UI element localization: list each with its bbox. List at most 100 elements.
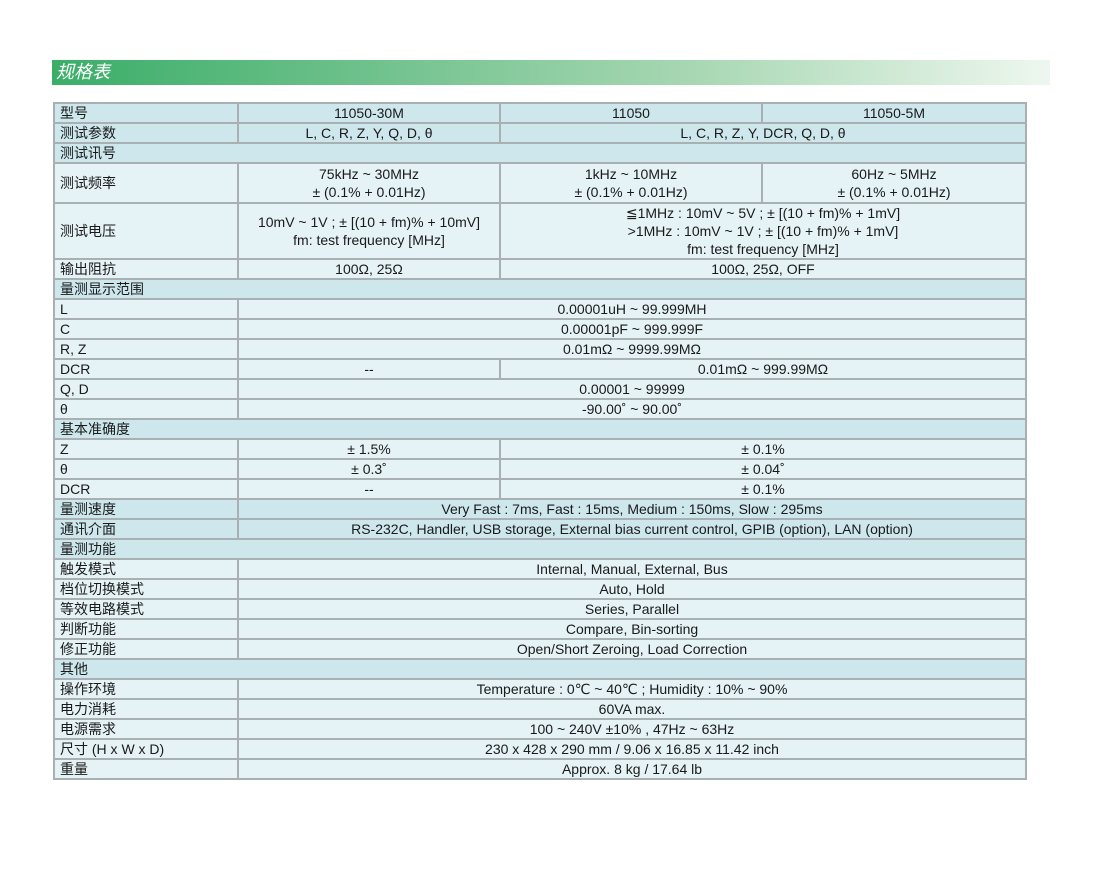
value-cell: ± 0.3˚: [237, 458, 501, 480]
row-label: 档位切换模式: [53, 578, 239, 600]
table-row: 尺寸 (H x W x D) 230 x 428 x 290 mm / 9.06 …: [53, 738, 1027, 760]
spec-table: 型号 11050-30M 11050 11050-5M 测试参数 L, C, R, Z, …: [53, 102, 1027, 780]
table-row: θ -90.00˚ ~ 90.00˚: [53, 398, 1027, 420]
row-label: 操作环境: [53, 678, 239, 700]
value-cell: 0.00001pF ~ 999.999F: [237, 318, 1027, 340]
table-row: 电源需求 100 ~ 240V ±10% , 47Hz ~ 63Hz: [53, 718, 1027, 740]
table-row: 档位切换模式 Auto, Hold: [53, 578, 1027, 600]
value-cell: 60VA max.: [237, 698, 1027, 720]
table-row: θ ± 0.3˚ ± 0.04˚: [53, 458, 1027, 480]
table-row: Z ± 1.5% ± 0.1%: [53, 438, 1027, 460]
row-label: 型号: [53, 102, 239, 124]
table-row: 电力消耗 60VA max.: [53, 698, 1027, 720]
category-row: 量测功能: [53, 538, 1027, 560]
table-row: 输出阻抗 100Ω, 25Ω 100Ω, 25Ω, OFF: [53, 258, 1027, 280]
row-label: θ: [53, 458, 239, 480]
value-cell: Internal, Manual, External, Bus: [237, 558, 1027, 580]
category-row: 基本准确度: [53, 418, 1027, 440]
value-cell: 11050: [499, 102, 763, 124]
value-cell: Very Fast : 7ms, Fast : 15ms, Medium : 1…: [237, 498, 1027, 520]
table-row: 测试频率 75kHz ~ 30MHz ± (0.1% + 0.01Hz) 1kHz …: [53, 162, 1027, 204]
value-cell: 0.00001 ~ 99999: [237, 378, 1027, 400]
table-row: DCR -- 0.01mΩ ~ 999.99MΩ: [53, 358, 1027, 380]
value-cell: RS-232C, Handler, USB storage, External …: [237, 518, 1027, 540]
value-cell: ± 0.1%: [499, 438, 1027, 460]
table-row: Q, D 0.00001 ~ 99999: [53, 378, 1027, 400]
value-cell: 230 x 428 x 290 mm / 9.06 x 16.85 x 11.4…: [237, 738, 1027, 760]
value-cell: Compare, Bin-sorting: [237, 618, 1027, 640]
value-cell: 11050-30M: [237, 102, 501, 124]
value-cell: 100 ~ 240V ±10% , 47Hz ~ 63Hz: [237, 718, 1027, 740]
row-label: DCR: [53, 478, 239, 500]
category-label: 测试讯号: [53, 142, 1027, 164]
row-label: 修正功能: [53, 638, 239, 660]
value-cell: ± 0.1%: [499, 478, 1027, 500]
row-label: 电力消耗: [53, 698, 239, 720]
table-row: 测试参数 L, C, R, Z, Y, Q, D, θ L, C, R, Z, Y,…: [53, 122, 1027, 144]
table-row: 操作环境 Temperature : 0℃ ~ 40℃ ; Humidity : …: [53, 678, 1027, 700]
value-cell: 0.00001uH ~ 99.999MH: [237, 298, 1027, 320]
value-cell: Temperature : 0℃ ~ 40℃ ; Humidity : 10% …: [237, 678, 1027, 700]
category-row: 测试讯号: [53, 142, 1027, 164]
row-label: 电源需求: [53, 718, 239, 740]
value-cell: Approx. 8 kg / 17.64 lb: [237, 758, 1027, 780]
value-cell: ± 0.04˚: [499, 458, 1027, 480]
table-row: 等效电路模式 Series, Parallel: [53, 598, 1027, 620]
row-label: R, Z: [53, 338, 239, 360]
table-row: 判断功能 Compare, Bin-sorting: [53, 618, 1027, 640]
row-label: 判断功能: [53, 618, 239, 640]
value-cell: 100Ω, 25Ω: [237, 258, 501, 280]
category-label: 基本准确度: [53, 418, 1027, 440]
value-cell: L, C, R, Z, Y, Q, D, θ: [237, 122, 501, 144]
row-label: 尺寸 (H x W x D): [53, 738, 239, 760]
row-label: 测试参数: [53, 122, 239, 144]
row-label: 重量: [53, 758, 239, 780]
table-row: 型号 11050-30M 11050 11050-5M: [53, 102, 1027, 124]
row-label: θ: [53, 398, 239, 420]
value-cell: 1kHz ~ 10MHz ± (0.1% + 0.01Hz): [499, 162, 763, 204]
value-cell: --: [237, 478, 501, 500]
row-label: 触发模式: [53, 558, 239, 580]
row-label: L: [53, 298, 239, 320]
table-row: L 0.00001uH ~ 99.999MH: [53, 298, 1027, 320]
row-label: 测试频率: [53, 162, 239, 204]
row-label: 输出阻抗: [53, 258, 239, 280]
value-cell: --: [237, 358, 501, 380]
table-row: R, Z 0.01mΩ ~ 9999.99MΩ: [53, 338, 1027, 360]
table-row: 通讯介面 RS-232C, Handler, USB storage, Exter…: [53, 518, 1027, 540]
row-label: C: [53, 318, 239, 340]
value-cell: -90.00˚ ~ 90.00˚: [237, 398, 1027, 420]
row-label: 量测速度: [53, 498, 239, 520]
row-label: DCR: [53, 358, 239, 380]
value-cell: Open/Short Zeroing, Load Correction: [237, 638, 1027, 660]
category-label: 量测功能: [53, 538, 1027, 560]
value-cell: ± 1.5%: [237, 438, 501, 460]
table-row: C 0.00001pF ~ 999.999F: [53, 318, 1027, 340]
row-label: 通讯介面: [53, 518, 239, 540]
table-row: 修正功能 Open/Short Zeroing, Load Correction: [53, 638, 1027, 660]
category-row: 其他: [53, 658, 1027, 680]
category-row: 量测显示范围: [53, 278, 1027, 300]
table-row: 测试电压 10mV ~ 1V ; ± [(10 + fm)% + 10mV] fm…: [53, 202, 1027, 260]
value-cell: 75kHz ~ 30MHz ± (0.1% + 0.01Hz): [237, 162, 501, 204]
value-cell: ≦1MHz : 10mV ~ 5V ; ± [(10 + fm)% + 1mV]…: [499, 202, 1027, 260]
table-row: 量测速度 Very Fast : 7ms, Fast : 15ms, Medium…: [53, 498, 1027, 520]
section-title-bar: 规格表: [52, 60, 1050, 85]
row-label: Z: [53, 438, 239, 460]
value-cell: 100Ω, 25Ω, OFF: [499, 258, 1027, 280]
value-cell: Series, Parallel: [237, 598, 1027, 620]
row-label: 测试电压: [53, 202, 239, 260]
table-row: DCR -- ± 0.1%: [53, 478, 1027, 500]
section-title: 规格表: [56, 62, 110, 82]
value-cell: 0.01mΩ ~ 9999.99MΩ: [237, 338, 1027, 360]
value-cell: 0.01mΩ ~ 999.99MΩ: [499, 358, 1027, 380]
value-cell: 60Hz ~ 5MHz ± (0.1% + 0.01Hz): [761, 162, 1027, 204]
category-label: 量测显示范围: [53, 278, 1027, 300]
value-cell: 10mV ~ 1V ; ± [(10 + fm)% + 10mV] fm: te…: [237, 202, 501, 260]
table-row: 重量 Approx. 8 kg / 17.64 lb: [53, 758, 1027, 780]
value-cell: L, C, R, Z, Y, DCR, Q, D, θ: [499, 122, 1027, 144]
table-row: 触发模式 Internal, Manual, External, Bus: [53, 558, 1027, 580]
row-label: 等效电路模式: [53, 598, 239, 620]
row-label: Q, D: [53, 378, 239, 400]
value-cell: 11050-5M: [761, 102, 1027, 124]
